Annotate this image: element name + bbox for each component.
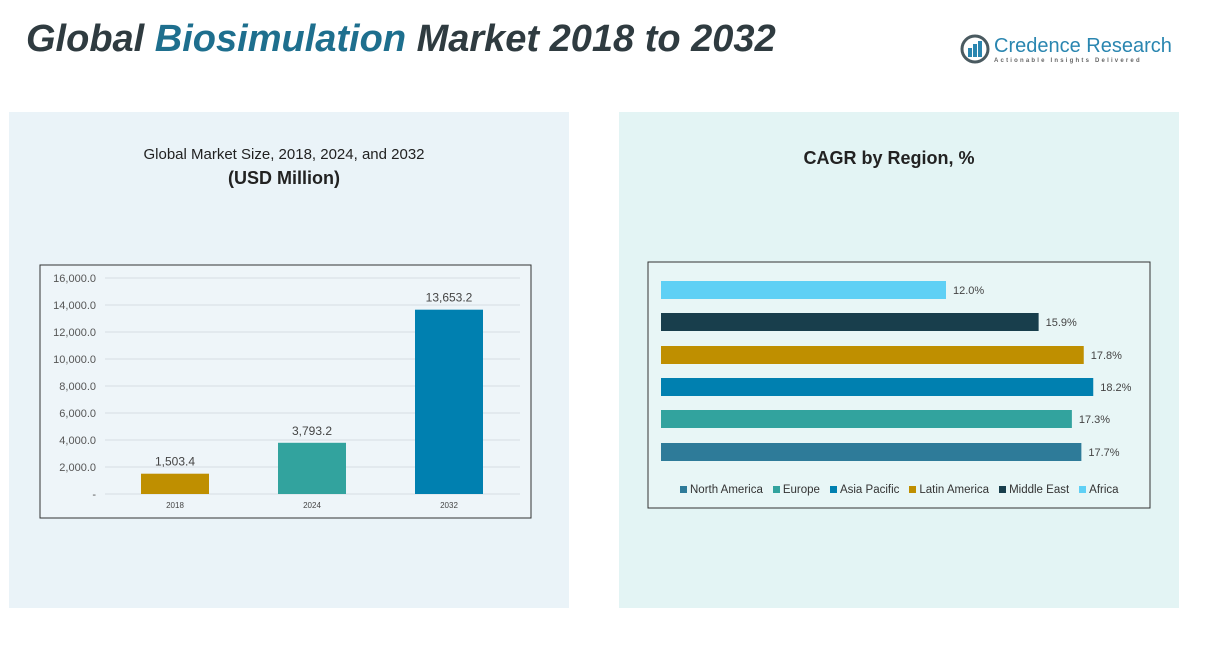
data-label: 12.0%	[953, 285, 984, 297]
data-label: 1,503.4	[155, 455, 195, 469]
data-label: 15.9%	[1046, 317, 1077, 329]
logo-tagline: Actionable Insights Delivered	[994, 57, 1142, 64]
bar-asia-pacific	[661, 378, 1094, 396]
legend-label: Asia Pacific	[839, 484, 900, 496]
y-tick-label: -	[92, 489, 96, 501]
y-tick-label: 8,000.0	[59, 381, 96, 393]
chart-subtitle: (USD Million)	[228, 168, 340, 188]
legend-item: Africa	[1079, 484, 1119, 496]
bar-latin-america	[661, 346, 1084, 364]
legend-swatch	[909, 486, 917, 493]
legend-swatch	[829, 486, 837, 493]
y-tick-label: 14,000.0	[53, 300, 96, 312]
credence-logo: Credence Research Actionable Insights De…	[960, 34, 1172, 64]
y-tick-label: 12,000.0	[53, 327, 96, 339]
legend-item: Asia Pacific	[829, 484, 900, 496]
y-tick-label: 4,000.0	[59, 435, 96, 447]
bar-north-america	[661, 443, 1082, 461]
data-label: 3,793.2	[292, 424, 332, 438]
chart-title: CAGR by Region, %	[803, 148, 975, 168]
legend-label: Africa	[1089, 484, 1119, 496]
bar-2018	[141, 473, 209, 494]
legend-swatch	[1079, 486, 1087, 493]
legend-item: Latin America	[909, 484, 989, 496]
x-tick-label: 2018	[166, 501, 184, 510]
legend-swatch	[772, 486, 780, 493]
legend-label: North America	[690, 484, 763, 496]
bar-2032	[415, 309, 483, 494]
legend-item: Middle East	[999, 484, 1069, 496]
legend-label: Middle East	[1009, 484, 1070, 496]
bar-europe	[661, 410, 1072, 428]
legend-item: North America	[680, 484, 763, 496]
x-tick-label: 2032	[440, 501, 458, 510]
data-label: 17.8%	[1091, 350, 1122, 362]
logo-name: Credence Research	[994, 34, 1172, 57]
y-tick-label: 2,000.0	[59, 462, 96, 474]
y-tick-label: 16,000.0	[53, 273, 96, 285]
bar-middle-east	[661, 313, 1039, 331]
logo-icon	[960, 34, 990, 64]
data-label: 17.7%	[1088, 447, 1119, 459]
legend-item: Europe	[772, 484, 820, 496]
chart-title: Global Market Size, 2018, 2024, and 2032	[143, 146, 425, 163]
bar-2024	[278, 442, 346, 494]
legend-label: Latin America	[919, 484, 990, 496]
bar-africa	[661, 281, 946, 299]
x-tick-label: 2024	[303, 501, 321, 510]
data-label: 18.2%	[1100, 382, 1131, 394]
y-tick-label: 6,000.0	[59, 408, 96, 420]
legend: North America Europe Asia Pacific Latin Ame…	[680, 484, 1119, 496]
legend-swatch	[999, 486, 1007, 493]
data-label: 17.3%	[1079, 414, 1110, 426]
legend-swatch	[680, 486, 687, 493]
page-title: Global Biosimulation Market 2018 to 2032	[26, 18, 776, 60]
data-label: 13,653.2	[426, 291, 473, 305]
y-tick-label: 10,000.0	[53, 354, 96, 366]
legend-label: Europe	[782, 484, 820, 496]
